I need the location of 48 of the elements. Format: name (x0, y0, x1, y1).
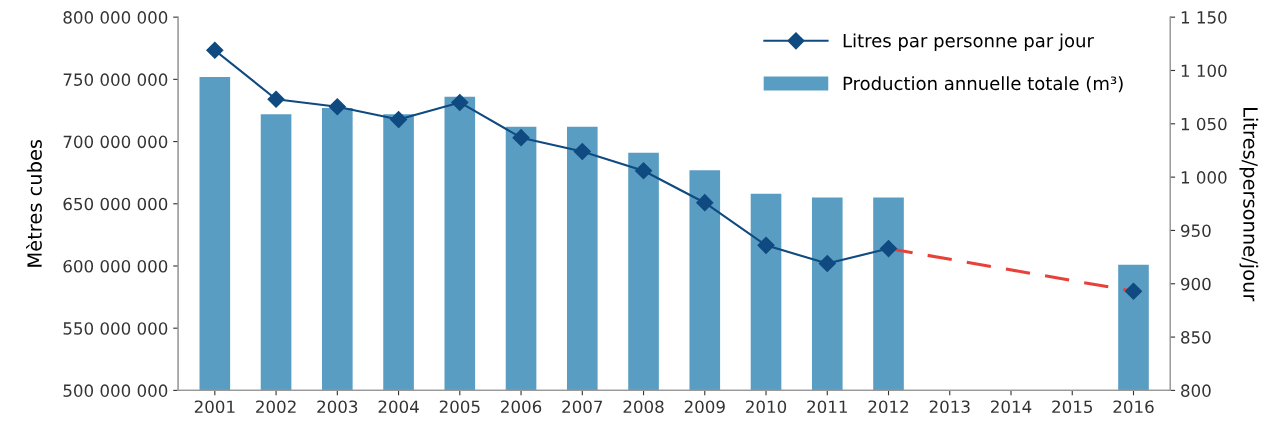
point (1124, 282, 1143, 300)
y-tick-label: 500 000 000 (63, 384, 168, 397)
y2-tick-label: 1 050 (1181, 117, 1227, 131)
point (818, 254, 836, 273)
y-tick-label: 650 000 000 (63, 197, 168, 211)
y2-tick-label: 1 150 (1181, 11, 1227, 24)
y2-axis-title: Litres/personne/jour (1239, 108, 1259, 302)
x-tick-label: 2006 (501, 400, 542, 414)
point (757, 236, 775, 254)
point (451, 93, 469, 112)
point (328, 98, 346, 116)
x-tick-label: 2003 (317, 400, 358, 414)
x-tick-label: 2007 (562, 400, 603, 414)
point (634, 162, 653, 180)
point (512, 129, 530, 147)
x-tick-label: 2005 (439, 400, 480, 414)
x-tick-label: 2014 (991, 400, 1032, 414)
x-tick-label: 2011 (807, 400, 847, 414)
y-tick-label: 600 000 000 (63, 259, 168, 273)
x-tick-label: 2016 (1113, 400, 1154, 414)
point (267, 90, 285, 108)
y2-tick-label: 950 (1181, 224, 1211, 237)
y2-tick-label: 1 100 (1181, 64, 1227, 78)
y2-tick-label: 900 (1181, 277, 1211, 291)
y-tick-label: 550 000 000 (63, 322, 168, 335)
y-tick-label: 750 000 000 (63, 73, 168, 86)
x-tick-label: 2002 (256, 400, 296, 414)
y2-tick-label: 850 (1181, 331, 1211, 344)
x-tick-label: 2010 (746, 400, 787, 414)
x-tick-label: 2013 (929, 400, 970, 414)
y-tick-label: 800 000 000 (63, 11, 168, 24)
point (390, 110, 408, 129)
legend-label: Litres par personne par jour (843, 33, 1094, 51)
point (696, 194, 714, 212)
legend-label: Production annuelle totale (m³) (843, 76, 1123, 93)
x-tick-label: 2001 (194, 400, 235, 414)
x-tick-label: 2008 (623, 400, 664, 414)
y2-tick-label: 800 (1181, 384, 1211, 397)
x-tick-label: 2004 (378, 400, 419, 414)
x-tick-label: 2015 (1052, 400, 1092, 414)
point (573, 142, 591, 161)
point (879, 240, 898, 258)
x-tick-label: 2012 (868, 400, 909, 414)
y-axis-title: Mètres cubes (26, 139, 42, 267)
point (206, 41, 224, 59)
x-tick-label: 2009 (684, 400, 725, 414)
y2-tick-label: 1 000 (1181, 171, 1227, 184)
y-tick-label: 700 000 000 (63, 135, 168, 149)
